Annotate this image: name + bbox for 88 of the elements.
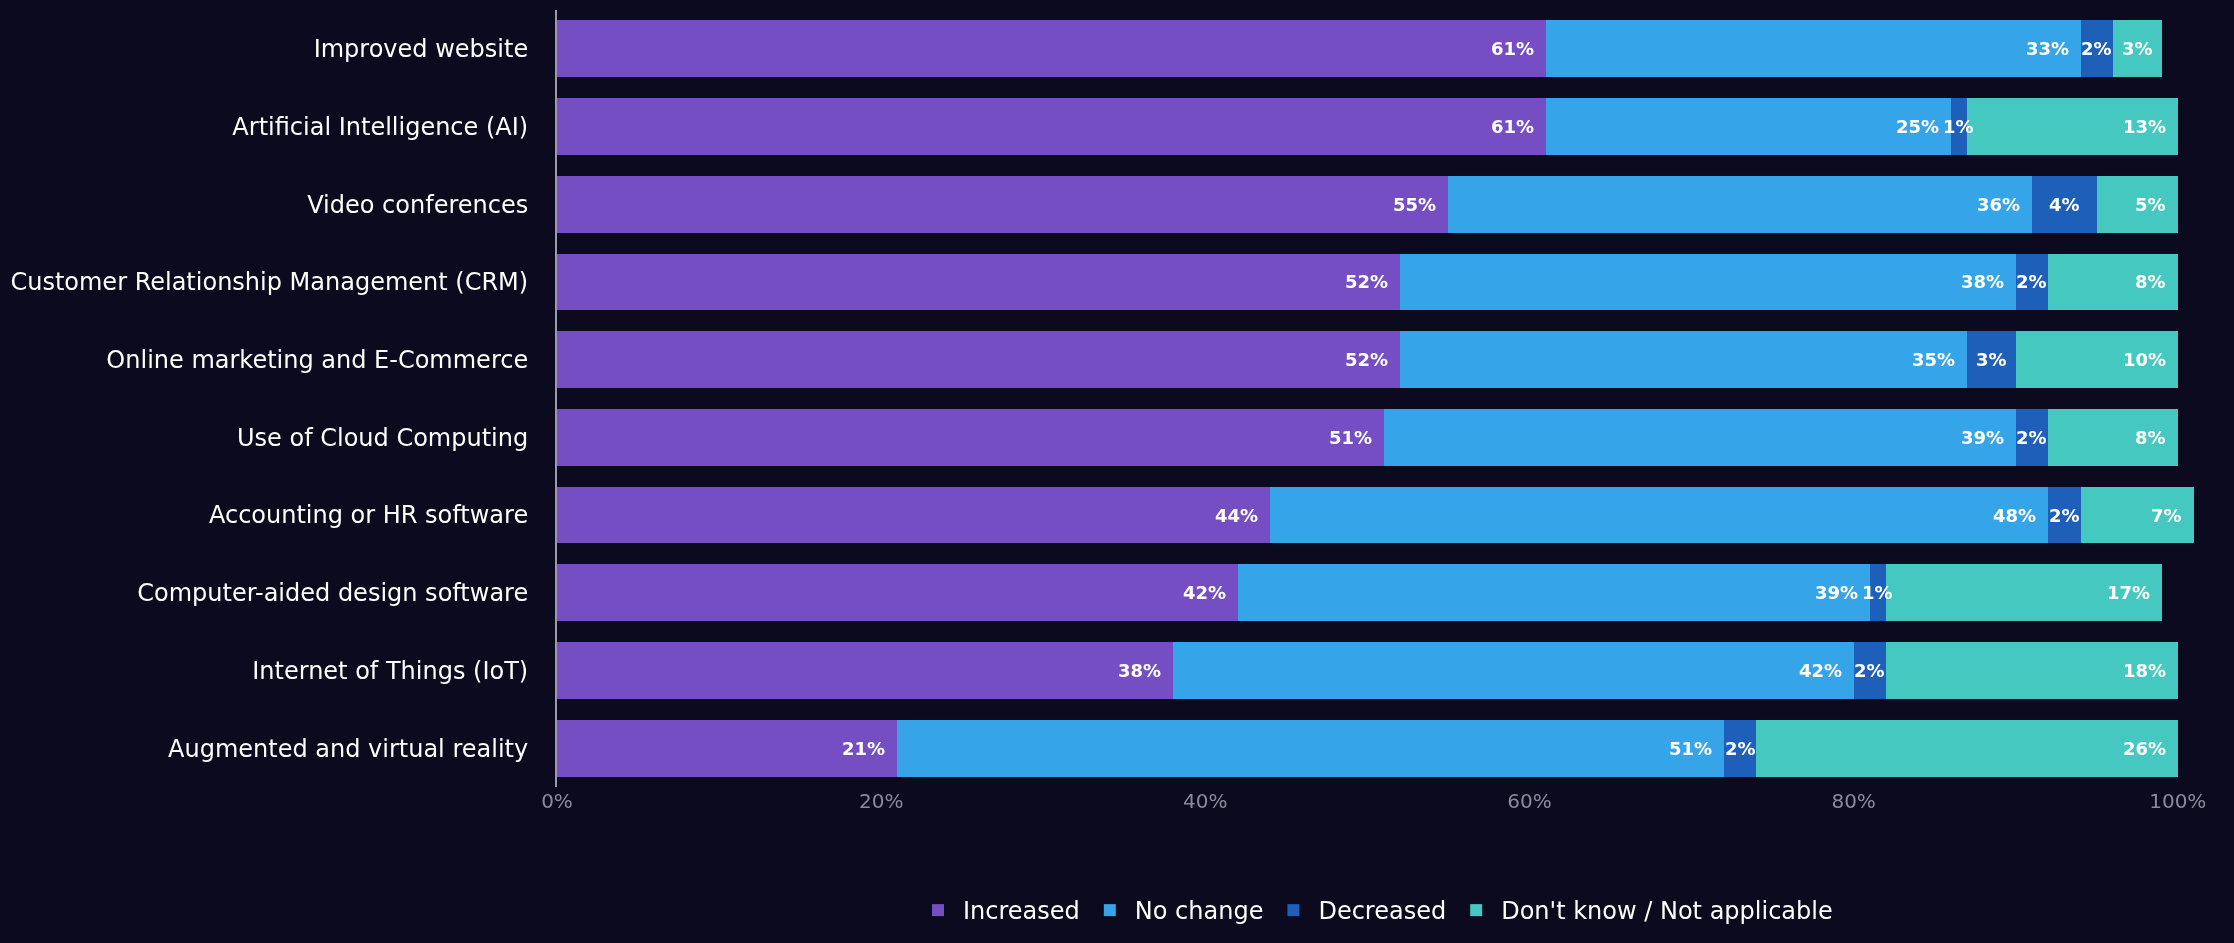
y-tick-label: Accounting or HR software xyxy=(208,501,529,530)
data-label: 3% xyxy=(1976,349,2007,370)
bar xyxy=(557,98,1546,155)
bar xyxy=(557,175,1449,233)
legend-label: No change xyxy=(1134,897,1264,926)
data-label: 38% xyxy=(1118,660,1162,681)
x-tick-label: 0% xyxy=(541,789,573,813)
legend-label: Increased xyxy=(963,897,1080,926)
bar xyxy=(557,719,898,777)
bar xyxy=(2080,486,2194,544)
data-label: 4% xyxy=(2049,194,2080,215)
data-label: 7% xyxy=(2151,505,2182,526)
data-label: 42% xyxy=(1183,582,1227,603)
y-tick-label: Video conferences xyxy=(307,190,529,219)
data-label: 39% xyxy=(1961,427,2005,448)
bar xyxy=(2031,175,2097,233)
data-label: 1% xyxy=(1862,582,1893,603)
bar xyxy=(2048,253,2178,311)
data-label: 2% xyxy=(1854,660,1885,681)
bar xyxy=(557,408,1384,466)
bar xyxy=(557,20,1546,78)
y-tick-label: Internet of Things (IoT) xyxy=(252,656,529,685)
data-label: 48% xyxy=(1993,505,2037,526)
data-label: 25% xyxy=(1896,116,1940,137)
data-label: 2% xyxy=(2016,271,2047,292)
legend-label: Decreased xyxy=(1318,897,1447,926)
data-label: 3% xyxy=(2122,38,2153,59)
bar xyxy=(1399,253,2016,311)
x-tick-label: 80% xyxy=(1831,789,1876,813)
y-tick-label: Customer Relationship Management (CRM) xyxy=(10,268,529,297)
bar xyxy=(557,564,1238,622)
data-label: 2% xyxy=(2049,505,2080,526)
bar xyxy=(2048,408,2178,466)
bar xyxy=(2096,175,2178,233)
y-tick-label: Improved website xyxy=(313,35,529,64)
bar xyxy=(1545,20,2081,78)
bar xyxy=(1967,331,2016,389)
data-label: 2% xyxy=(2016,427,2047,448)
x-tick-label: 20% xyxy=(858,789,904,813)
bar xyxy=(1399,331,1968,389)
bar xyxy=(557,642,1173,699)
bar xyxy=(1448,175,2032,233)
data-label: 51% xyxy=(1329,427,1373,448)
data-label: 17% xyxy=(2107,582,2151,603)
data-label: 38% xyxy=(1961,271,2005,292)
bar xyxy=(1756,719,2178,777)
bar xyxy=(1886,642,2178,699)
data-label: 13% xyxy=(2123,116,2167,137)
bar xyxy=(897,719,1724,777)
bar xyxy=(2112,20,2162,78)
y-tick-label: Computer-aided design software xyxy=(137,579,529,608)
bar xyxy=(1270,486,2049,544)
data-label: 1% xyxy=(1943,116,1974,137)
data-label: 35% xyxy=(1912,349,1956,370)
legend-label: Don't know / Not applicable xyxy=(1501,897,1833,926)
data-label: 51% xyxy=(1669,738,1713,759)
data-label: 55% xyxy=(1393,194,1437,215)
data-label: 61% xyxy=(1491,38,1535,59)
y-tick-label: Artificial Intelligence (AI) xyxy=(232,112,529,141)
data-label: 21% xyxy=(842,738,886,759)
data-label: 5% xyxy=(2135,194,2166,215)
x-tick-label: 100% xyxy=(2149,789,2207,813)
data-label: 18% xyxy=(2123,660,2167,681)
bar xyxy=(1383,408,2016,466)
data-label: 2% xyxy=(1725,738,1756,759)
data-label: 52% xyxy=(1345,349,1389,370)
bar xyxy=(2015,331,2178,389)
bar xyxy=(557,331,1400,389)
data-label: 26% xyxy=(2123,738,2167,759)
bar xyxy=(1172,642,1854,699)
y-tick-label: Use of Cloud Computing xyxy=(237,423,529,452)
data-label: 39% xyxy=(1815,582,1859,603)
data-label: 2% xyxy=(2081,38,2112,59)
data-label: 8% xyxy=(2135,271,2166,292)
y-tick-label: Augmented and virtual reality xyxy=(168,734,529,763)
data-label: 33% xyxy=(2026,38,2070,59)
data-label: 36% xyxy=(1977,194,2021,215)
y-tick-label: Online marketing and E-Commerce xyxy=(106,346,529,375)
bar xyxy=(557,486,1271,544)
x-tick-label: 40% xyxy=(1183,789,1228,813)
data-label: 8% xyxy=(2135,427,2166,448)
data-label: 44% xyxy=(1215,505,1259,526)
x-tick-label: 60% xyxy=(1507,789,1552,813)
bar xyxy=(557,253,1400,311)
data-label: 52% xyxy=(1345,271,1389,292)
data-label: 42% xyxy=(1799,660,1843,681)
data-label: 10% xyxy=(2123,349,2167,370)
data-label: 61% xyxy=(1491,116,1535,137)
